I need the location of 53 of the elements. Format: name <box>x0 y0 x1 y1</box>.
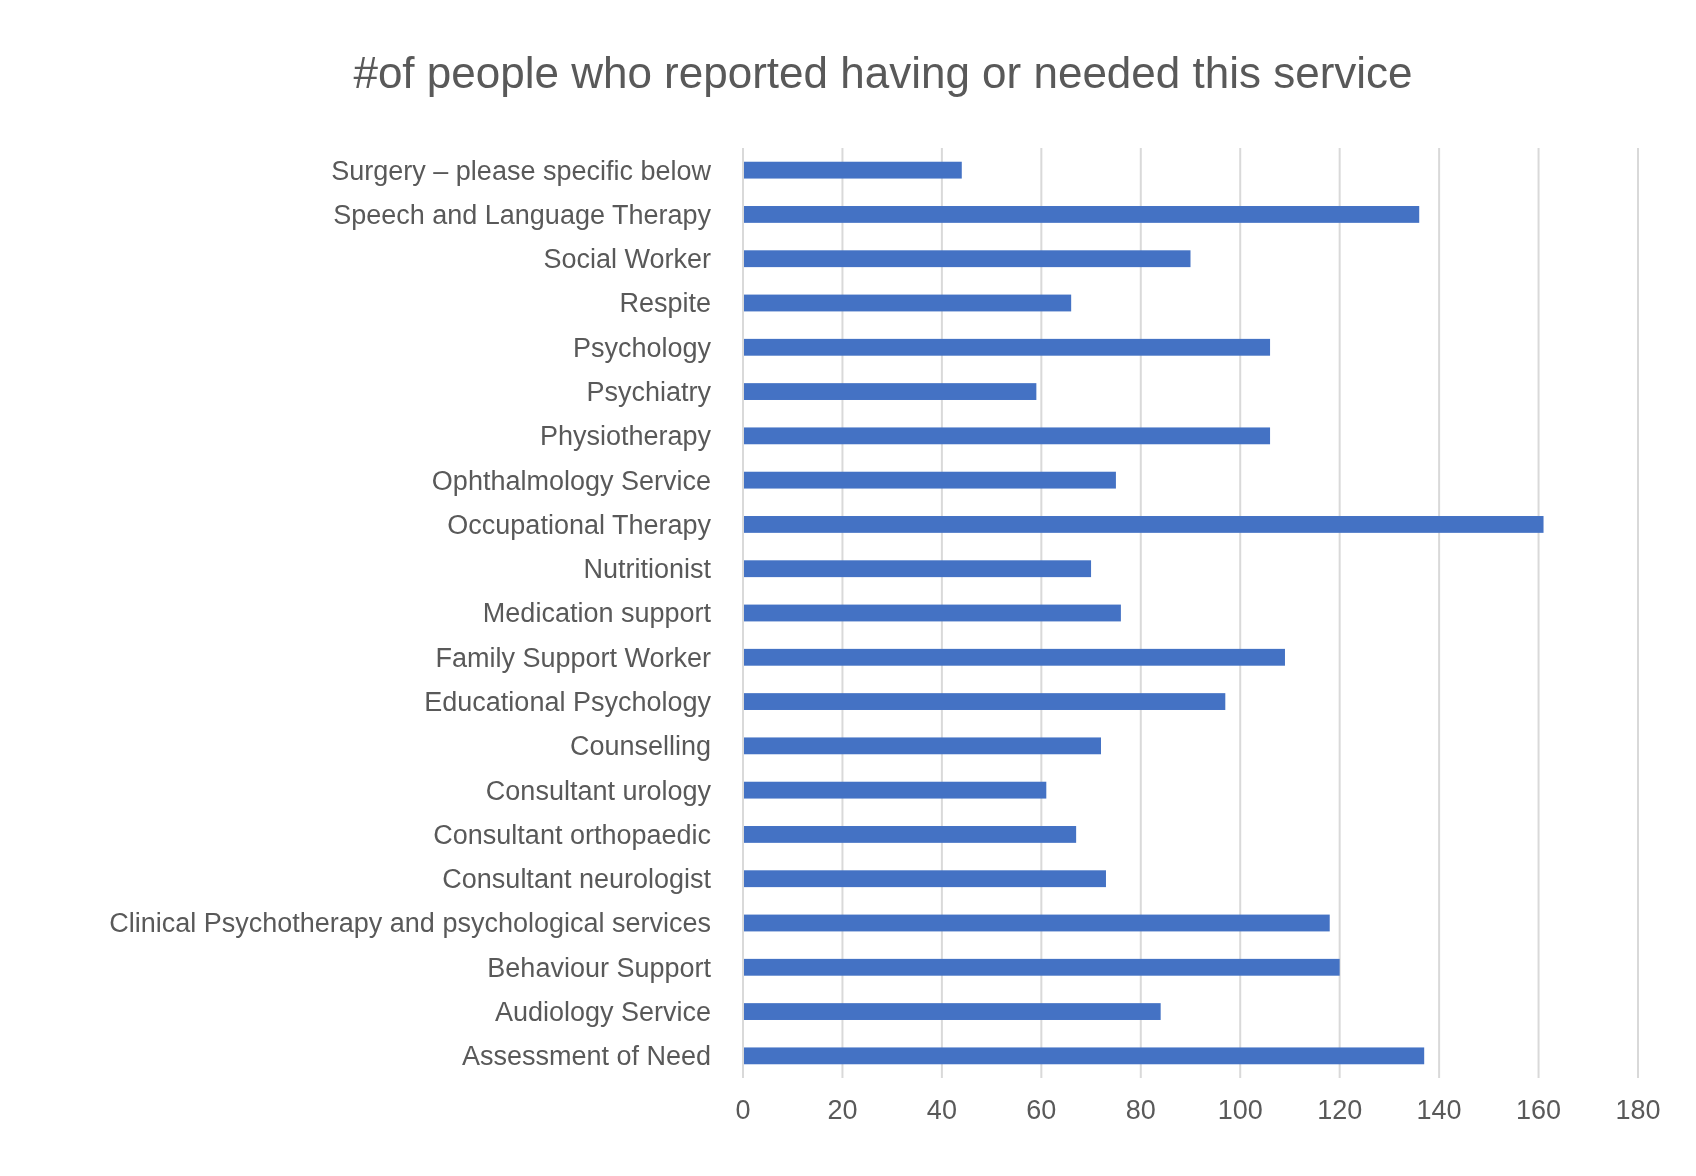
x-tick-label: 0 <box>735 1095 751 1125</box>
y-tick-label: Physiotherapy <box>539 421 712 452</box>
x-tick-label: 120 <box>1317 1095 1363 1125</box>
bar <box>743 914 1330 932</box>
bar <box>743 383 1037 400</box>
bar <box>743 1047 1425 1065</box>
x-tick-label: 20 <box>827 1095 858 1125</box>
x-tick-label: 100 <box>1217 1095 1263 1125</box>
bar <box>743 427 1271 445</box>
y-tick-label: Audiology Service <box>494 997 711 1028</box>
bar <box>743 1003 1161 1020</box>
bar <box>743 958 1340 976</box>
bar <box>743 604 1121 622</box>
y-tick-label: Consultant orthopaedic <box>433 819 711 850</box>
y-tick-label: Educational Psychology <box>424 687 712 718</box>
y-tick-label: Social Worker <box>543 244 711 275</box>
chart-title: #of people who reported having or needed this service <box>353 48 1413 97</box>
x-tick-label: 180 <box>1615 1095 1661 1125</box>
bar <box>743 294 1072 312</box>
y-tick-label: Psychiatry <box>586 377 712 408</box>
bar <box>743 781 1047 799</box>
y-tick-label: Nutritionist <box>583 554 712 585</box>
y-tick-label: Behaviour Support <box>487 952 712 983</box>
y-tick-label: Assessment of Need <box>461 1041 711 1072</box>
bar <box>743 338 1271 356</box>
y-tick-label: Psychology <box>572 332 712 363</box>
y-tick-label: Clinical Psychotherapy and psychological services <box>109 908 711 939</box>
bar <box>743 870 1106 888</box>
x-tick-label: 40 <box>926 1095 957 1125</box>
bar <box>743 471 1116 489</box>
y-tick-label: Ophthalmology Service <box>431 465 711 496</box>
x-tick-label: 60 <box>1026 1095 1057 1125</box>
y-tick-label: Occupational Therapy <box>447 509 712 540</box>
y-tick-label: Surgery – please specific below <box>331 155 712 186</box>
y-tick-label: Counselling <box>569 731 711 762</box>
y-tick-label: Consultant urology <box>485 775 712 806</box>
bar <box>743 826 1077 843</box>
y-tick-label: Respite <box>619 288 711 319</box>
y-tick-label: Consultant neurologist <box>442 864 712 895</box>
y-tick-label: Speech and Language Therapy <box>333 199 712 230</box>
y-tick-label: Medication support <box>482 598 712 629</box>
y-tick-label: Family Support Worker <box>435 642 712 673</box>
x-tick-label: 80 <box>1125 1095 1156 1125</box>
bar <box>743 250 1191 268</box>
bar <box>743 560 1092 578</box>
bar <box>743 161 962 179</box>
x-tick-label: 160 <box>1516 1095 1562 1125</box>
bar <box>743 648 1285 666</box>
x-tick-label: 140 <box>1416 1095 1462 1125</box>
bar <box>743 737 1101 755</box>
bar <box>743 693 1226 710</box>
bar <box>743 206 1420 223</box>
bar <box>743 516 1544 533</box>
